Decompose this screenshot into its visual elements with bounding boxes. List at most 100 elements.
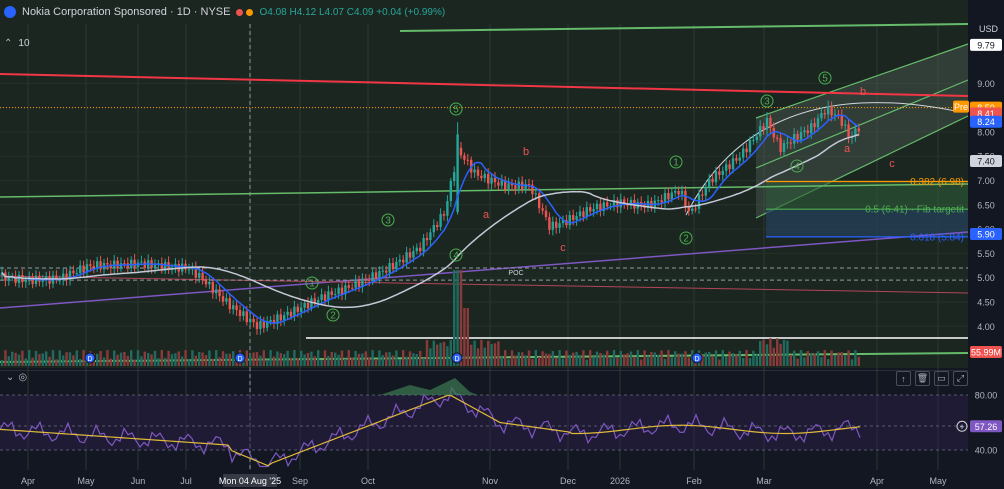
pane-tools: ↑ 🗑 ▭ ⤢ bbox=[896, 371, 968, 386]
candle-body bbox=[164, 262, 167, 271]
dividend-marker-label: D bbox=[237, 356, 242, 363]
volume-bar bbox=[704, 352, 707, 366]
green-top-line bbox=[399, 23, 969, 32]
currency-label[interactable]: USD bbox=[978, 24, 998, 34]
maximize-icon[interactable]: ▭ bbox=[934, 371, 949, 386]
symbol-title[interactable]: Nokia Corporation Sponsored · 1D · NYSE bbox=[22, 6, 231, 18]
rsi-tick-0: 80.00 bbox=[975, 391, 998, 401]
price-tick-4: 7.00 bbox=[977, 176, 995, 186]
volume-bar bbox=[827, 359, 830, 366]
volume-bar bbox=[551, 351, 554, 366]
candle-body bbox=[538, 193, 541, 209]
fullscreen-icon[interactable]: ⤢ bbox=[953, 371, 968, 386]
candle-body bbox=[269, 320, 272, 322]
volume-bar bbox=[28, 350, 31, 366]
delete-icon[interactable]: 🗑 bbox=[915, 371, 930, 386]
rsi-settings-icon[interactable]: ◎ bbox=[18, 372, 28, 383]
candle-body bbox=[490, 177, 493, 184]
volume-bar bbox=[786, 340, 789, 366]
candle-body bbox=[578, 211, 582, 217]
volume-bar bbox=[408, 351, 412, 366]
candle-body bbox=[725, 164, 728, 171]
volume-bar bbox=[708, 352, 711, 366]
volume-bar bbox=[640, 359, 643, 366]
volume-bar bbox=[432, 340, 435, 366]
candle-body bbox=[446, 201, 449, 216]
candle-body bbox=[334, 293, 337, 296]
volume-bar bbox=[116, 354, 119, 366]
candle-body bbox=[422, 238, 425, 252]
candle-body bbox=[106, 262, 109, 265]
candle-body bbox=[769, 117, 772, 129]
volume-bar bbox=[517, 352, 520, 366]
volume-bar bbox=[555, 357, 558, 366]
volume-bar bbox=[823, 350, 826, 366]
wave-number: 1 bbox=[673, 158, 679, 169]
candle-body bbox=[844, 124, 847, 126]
candle-body bbox=[85, 264, 89, 273]
candle-body bbox=[820, 113, 823, 119]
price-label-bg-6 bbox=[970, 227, 1002, 240]
volume-bar bbox=[65, 352, 68, 366]
candle-body bbox=[694, 208, 697, 210]
candle-body bbox=[412, 251, 415, 258]
candle-body bbox=[320, 294, 323, 300]
volume-bar bbox=[310, 351, 313, 366]
candle-body bbox=[816, 118, 820, 128]
volume-bar bbox=[524, 355, 527, 366]
volume-bar bbox=[106, 350, 109, 366]
candle-body bbox=[500, 180, 503, 186]
volume-bar bbox=[276, 351, 279, 366]
candle-body bbox=[408, 252, 412, 258]
volume-bar bbox=[113, 350, 116, 366]
volume-bar bbox=[405, 356, 408, 366]
dividend-marker-icon bbox=[451, 352, 463, 364]
volume-bar bbox=[262, 350, 265, 366]
dividend-marker-label: D bbox=[454, 356, 459, 363]
candle-body bbox=[687, 206, 690, 211]
candle-body bbox=[419, 247, 422, 252]
volume-bar bbox=[582, 350, 585, 366]
volume-bar bbox=[147, 352, 150, 366]
indicator-toggle[interactable]: ⌃ 10 bbox=[4, 38, 30, 49]
volume-bar bbox=[837, 352, 840, 366]
add-alert-icon bbox=[956, 420, 968, 432]
move-up-icon[interactable]: ↑ bbox=[896, 371, 911, 386]
volume-bar bbox=[194, 355, 197, 366]
candle-body bbox=[793, 133, 796, 144]
time-tick-11: Mar bbox=[756, 476, 772, 486]
candle-body bbox=[473, 169, 476, 173]
wave-number: 4 bbox=[794, 162, 800, 173]
collapse-icon[interactable]: ⌄ bbox=[6, 372, 15, 383]
volume-bar bbox=[490, 344, 493, 366]
pane-divider bbox=[0, 370, 1004, 371]
candle-body bbox=[497, 182, 500, 186]
wave-number: 2 bbox=[330, 311, 336, 322]
volume-bar bbox=[565, 350, 568, 366]
volume-bar bbox=[680, 353, 684, 366]
volume-bar bbox=[313, 356, 316, 366]
volume-bar bbox=[391, 355, 395, 366]
volume-bar bbox=[62, 355, 65, 366]
candle-body bbox=[116, 260, 119, 269]
candle-body bbox=[31, 277, 34, 285]
volume-bar bbox=[663, 358, 667, 366]
candle-body bbox=[72, 270, 75, 274]
candle-body bbox=[504, 180, 507, 190]
candle-body bbox=[249, 318, 252, 323]
candle-body bbox=[293, 306, 296, 317]
volume-bar bbox=[0, 360, 4, 366]
candle-body bbox=[432, 225, 435, 233]
candle-body bbox=[289, 311, 293, 317]
volume-bar bbox=[211, 358, 214, 366]
candle-body bbox=[211, 281, 214, 294]
wave-circle bbox=[818, 71, 832, 85]
volume-bar bbox=[177, 351, 180, 366]
candle-body bbox=[221, 296, 225, 302]
time-tick-2: Jun bbox=[131, 476, 146, 486]
volume-bar bbox=[153, 350, 157, 366]
ohlc-readout: O4.08 H4.12 L4.07 C4.09 +0.04 (+0.99%) bbox=[259, 6, 446, 18]
candle-body bbox=[493, 177, 497, 183]
